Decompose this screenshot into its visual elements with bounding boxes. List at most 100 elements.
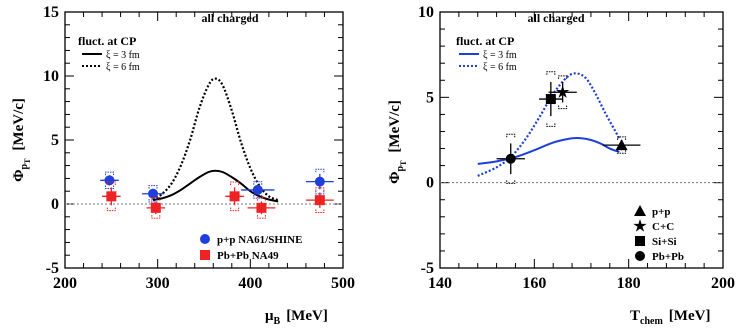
y-tick-label: -5: [421, 260, 434, 277]
y-axis-symbol: Φ: [11, 169, 27, 181]
systematic-bracket: [558, 105, 568, 110]
y-axis-subsubscript: T: [399, 160, 408, 166]
data-point-circle: [252, 184, 263, 195]
systematic-bracket: [506, 133, 516, 138]
y-tick-label: 0: [51, 196, 59, 213]
systematic-bracket: [230, 207, 240, 212]
systematic-bracket: [230, 181, 240, 185]
y-axis-label: ΦpT [MeV/c]: [387, 100, 408, 184]
y-axis-subsubscript: T: [23, 158, 32, 164]
legend-label: p+p NA61/SHINE: [217, 234, 302, 246]
legend-marker-square: [200, 250, 210, 260]
x-tick-label: 400: [238, 275, 262, 292]
legend-label: ξ = 6 fm: [106, 62, 140, 73]
y-tick-label: 10: [43, 68, 59, 85]
x-axis-label: μB [MeV]: [265, 308, 328, 327]
legend-marker-star: [633, 219, 647, 232]
x-tick-label: 200: [53, 275, 77, 292]
legend-marker-square: [635, 236, 645, 246]
data-point-circle: [505, 153, 516, 164]
data-point-square: [314, 195, 325, 206]
systematic-bracket: [104, 171, 114, 176]
data-point-star: [555, 85, 570, 98]
x-tick-label: 300: [146, 275, 170, 292]
y-axis-subscript: p: [19, 163, 30, 169]
systematic-bracket: [256, 197, 266, 201]
systematic-bracket: [506, 180, 516, 184]
chart-title: all charged: [528, 11, 585, 25]
legend-label: ξ = 3 fm: [106, 50, 140, 61]
legend-marker-circle: [200, 234, 210, 244]
x-axis-subscript: B: [274, 316, 281, 327]
legend-label: ξ = 6 fm: [483, 62, 517, 73]
legend-label: Pb+Pb: [652, 251, 684, 263]
systematic-bracket: [256, 215, 266, 219]
series-curve-solid: [477, 136, 620, 165]
systematic-bracket: [104, 185, 114, 190]
systematic-bracket: [148, 198, 158, 203]
systematic-bracket: [106, 181, 116, 185]
data-point-circle: [148, 188, 159, 199]
y-tick-label: 0: [426, 175, 434, 192]
legend-heading: fluct. at CP: [78, 34, 136, 48]
x-tick-label: 180: [617, 275, 641, 292]
legend-heading: fluct. at CP: [456, 34, 514, 48]
systematic-bracket: [558, 75, 568, 79]
x-axis-subscript: chem: [640, 316, 663, 327]
y-axis-subscript: p: [395, 165, 406, 171]
systematic-bracket: [315, 187, 325, 191]
x-axis-symbol: T: [630, 308, 640, 324]
data-point-square: [106, 191, 117, 202]
systematic-bracket: [546, 123, 556, 127]
x-tick-label: 160: [522, 275, 546, 292]
y-tick-label: 5: [51, 132, 59, 149]
systematic-bracket: [151, 197, 161, 201]
systematic-bracket: [253, 181, 263, 185]
data-point-circle: [314, 176, 325, 187]
legend-label: Pb+Pb NA49: [217, 250, 279, 262]
legend-label: p+p: [652, 206, 671, 218]
legend-label: ξ = 3 fm: [483, 50, 517, 61]
systematic-bracket: [106, 207, 116, 212]
y-tick-label: 15: [43, 4, 59, 21]
chart-title: all charged: [202, 11, 259, 25]
data-point-circle: [104, 175, 115, 186]
legend-label: C+C: [652, 221, 674, 233]
x-tick-label: 200: [711, 275, 735, 292]
legend-marker-triangle: [634, 205, 646, 216]
legend-marker-circle: [635, 251, 645, 261]
y-tick-label: 10: [418, 4, 434, 21]
y-axis-label: ΦpT [MeV/c]: [11, 98, 32, 182]
data-point-triangle: [615, 139, 628, 151]
data-point-square: [545, 94, 556, 105]
systematic-bracket: [617, 136, 627, 140]
right-chart-panel: 140 160 180 200 -5 0 5 10 all charged fluct. at C…: [387, 4, 735, 327]
y-axis-symbol: Φ: [387, 171, 403, 183]
x-tick-label: 140: [428, 275, 452, 292]
systematic-bracket: [315, 209, 325, 213]
systematic-bracket: [315, 190, 325, 195]
x-axis-unit: [MeV]: [286, 308, 328, 324]
systematic-bracket: [617, 150, 627, 154]
systematic-bracket: [546, 71, 556, 75]
y-tick-label: -5: [46, 260, 59, 277]
x-axis-label: Tchem [MeV]: [630, 308, 710, 327]
series-curve-dotted: [477, 72, 621, 177]
data-point-square: [229, 191, 240, 202]
y-tick-label: 5: [426, 89, 434, 106]
legend-label: Si+Si: [652, 236, 677, 248]
left-chart-panel: 200 300 400 500 -5 0 5 10 15 all charged fluct. at…: [11, 4, 355, 327]
x-axis-symbol: μ: [265, 308, 274, 324]
systematic-bracket: [315, 168, 325, 173]
data-point-square: [150, 202, 161, 213]
series-curve-solid: [152, 169, 279, 203]
y-axis-unit: [MeV/c]: [387, 100, 403, 152]
x-axis-unit: [MeV]: [669, 308, 711, 324]
data-point-square: [256, 202, 267, 213]
plot-frame: [439, 11, 724, 269]
y-axis-unit: [MeV/c]: [11, 98, 27, 150]
x-tick-label: 500: [331, 275, 355, 292]
systematic-bracket: [253, 195, 263, 199]
systematic-bracket: [151, 215, 161, 219]
